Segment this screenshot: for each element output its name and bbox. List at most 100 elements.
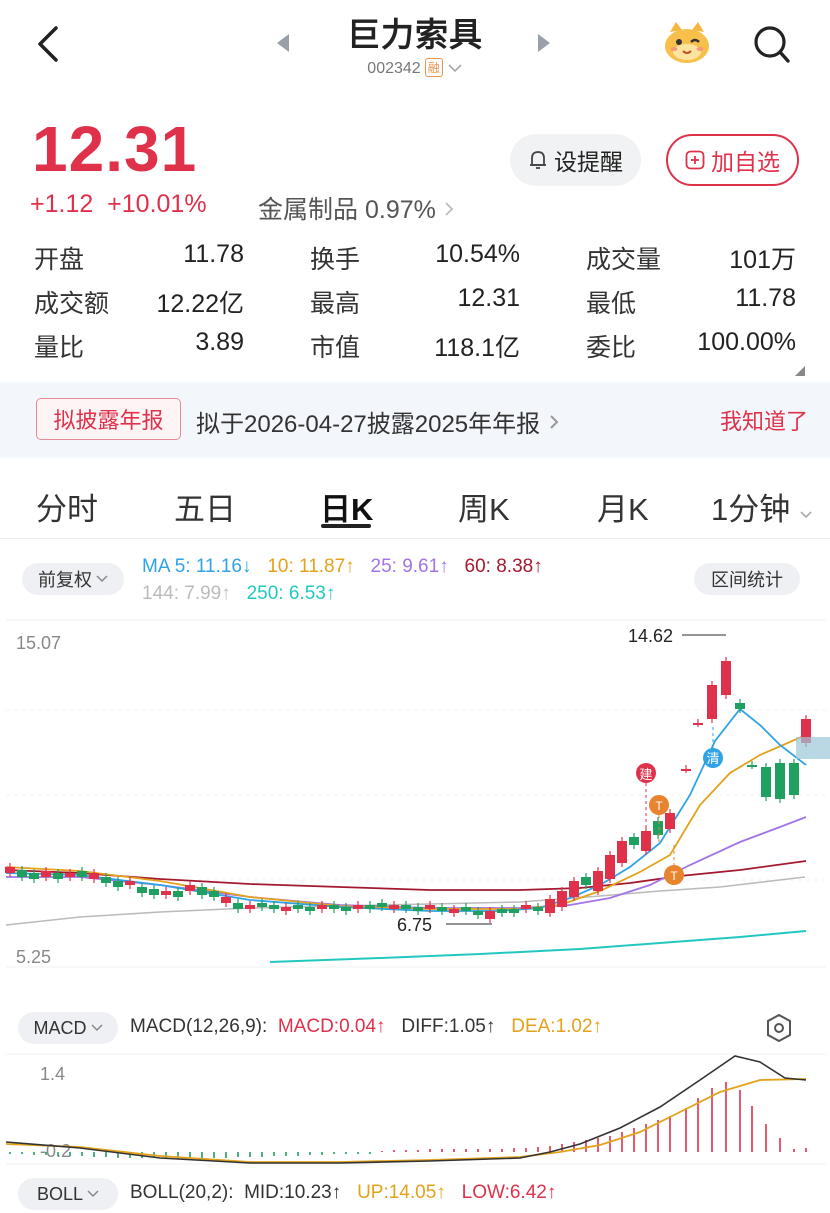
set-alert-label: 设提醒 (554, 149, 623, 175)
macd-legend: MACD(12,26,9): MACD:0.04↑ DIFF:1.05↑ DEA… (130, 1016, 603, 1037)
stats-row: 开盘 11.78 换手 10.54% 成交量 101万 (34, 236, 798, 280)
stat-value: 12.22亿 (156, 290, 244, 318)
stat-label: 成交额 (34, 290, 110, 318)
dea-value: DEA:1.02 (511, 1016, 593, 1037)
chevron-down-icon (448, 64, 462, 73)
build-marker-label: 建 (639, 767, 652, 782)
stats-row: 成交额 12.22亿 最高 12.31 最低 11.78 (34, 280, 798, 324)
ma10-value: 10: 11.87 (267, 556, 346, 577)
prev-stock-icon[interactable] (275, 32, 291, 54)
sector-percent: 0.97% (364, 196, 436, 224)
boll-up: UP:14.05 (357, 1182, 437, 1203)
boll-params: BOLL(20,2): (130, 1182, 234, 1203)
stat-value: 101万 (729, 246, 796, 274)
tab-weekly-k[interactable]: 周K (458, 492, 510, 527)
tab-daily-k[interactable]: 日K (320, 492, 374, 527)
t-marker[interactable] (649, 795, 669, 815)
diff-line (5, 1055, 807, 1164)
ma25-value: 25: 9.61 (370, 556, 440, 577)
stock-code-line[interactable]: 002342 融 (0, 58, 830, 78)
current-price-box (796, 737, 830, 759)
chevron-down-icon (800, 511, 812, 519)
stat-label: 换手 (310, 246, 361, 274)
tab-intraday[interactable]: 分时 (36, 492, 98, 527)
bell-icon (530, 151, 546, 169)
stat-label: 成交量 (586, 246, 662, 274)
stat-value: 118.1亿 (434, 334, 520, 362)
macd-y-top: 1.4 (40, 1064, 65, 1084)
stat-volume: 成交量 101万 (586, 240, 796, 276)
stat-label: 量比 (34, 334, 85, 362)
margin-tag: 融 (424, 58, 443, 77)
stat-turnover: 换手 10.54% (310, 240, 520, 276)
ma250-value: 250: 6.53 (246, 583, 326, 604)
settings-icon[interactable] (765, 1013, 793, 1043)
stats-row: 量比 3.89 市值 118.1亿 委比 100.00% (34, 324, 798, 368)
add-watchlist-label: 加自选 (711, 149, 780, 175)
notice-text[interactable]: 拟于2026-04-27披露2025年年报 (196, 404, 561, 439)
adjust-selector[interactable]: 前复权 (22, 563, 124, 595)
build-marker[interactable] (636, 763, 656, 783)
notice-dismiss-button[interactable]: 我知道了 (720, 409, 809, 434)
ma5-line (5, 707, 807, 912)
adjust-label: 前复权 (38, 570, 92, 590)
tab-monthly-k[interactable]: 月K (597, 492, 649, 527)
tab-minute[interactable]: 1分钟 (711, 484, 813, 529)
range-stats-button[interactable]: 区间统计 (694, 563, 800, 595)
search-icon[interactable] (752, 24, 792, 66)
boll-selector[interactable]: BOLL (18, 1178, 118, 1210)
ma-legend-row1: MA 5: 11.16↓ 10: 11.87↑ 25: 9.61↑ 60: 8.… (142, 556, 543, 577)
back-icon[interactable] (30, 22, 70, 66)
last-price: 12.31 (32, 113, 198, 185)
y-axis-min: 5.25 (16, 947, 51, 967)
set-alert-button[interactable]: 设提醒 (510, 134, 641, 186)
active-tab-indicator (321, 524, 371, 528)
stat-order-ratio: 委比 100.00% (586, 328, 796, 364)
chevron-right-icon (445, 202, 454, 216)
ma60-value: 60: 8.38 (464, 556, 534, 577)
macd-y-bottom: -0.2 (40, 1141, 71, 1161)
next-stock-icon[interactable] (536, 32, 552, 54)
macd-params: MACD(12,26,9): (130, 1016, 268, 1037)
t-marker-label: T (670, 869, 678, 883)
macd-histogram (9, 1082, 807, 1159)
plus-box-icon (685, 150, 705, 170)
macd-chart: 1.4 -0.2 (5, 1053, 826, 1165)
t-marker-label: T (655, 799, 663, 813)
change-percent: +10.01% (107, 190, 207, 218)
stock-code: 002342 (367, 60, 421, 77)
boll-low: LOW:6.42 (461, 1182, 547, 1203)
ma60-line (5, 860, 807, 891)
boll-mid: MID:10.23 (244, 1182, 332, 1203)
stat-label: 开盘 (34, 246, 85, 274)
y-axis-max: 15.07 (16, 633, 61, 653)
t-marker[interactable] (664, 865, 684, 885)
quote-stats: 开盘 11.78 换手 10.54% 成交量 101万 成交额 12.22亿 最高 12.… (34, 236, 798, 368)
chevron-down-icon (87, 1190, 99, 1198)
macd-selector[interactable]: MACD (18, 1012, 118, 1044)
tab-five-day[interactable]: 五日 (174, 492, 236, 527)
diff-value: DIFF:1.05 (401, 1016, 486, 1037)
notice-message: 拟于2026-04-27披露2025年年报 (196, 411, 541, 438)
ma250-line (269, 930, 807, 963)
stat-high: 最高 12.31 (310, 284, 520, 320)
stat-label: 最低 (586, 290, 637, 318)
stat-value: 12.31 (457, 284, 520, 312)
chevron-right-icon (550, 415, 559, 429)
tab-minute-label: 1分钟 (711, 492, 791, 527)
kline-chart[interactable]: 15.07 5.25 14.62 6.75 建 T T 清 (0, 615, 830, 975)
sector-link[interactable]: 金属制品 0.97% (258, 190, 455, 226)
stock-name: 巨力索具 (347, 16, 483, 53)
ma5-value: MA 5: 11.16 (142, 556, 242, 577)
add-watchlist-button[interactable]: 加自选 (666, 134, 799, 186)
chart-tabs: 分时 五日 日K 周K 月K 1分钟 (0, 478, 830, 530)
stat-label: 委比 (586, 334, 637, 362)
mascot-icon[interactable] (662, 18, 712, 66)
change-value: +1.12 (30, 190, 94, 218)
stat-low: 最低 11.78 (586, 284, 796, 320)
clear-marker[interactable] (703, 748, 723, 768)
low-price-label: 6.75 (397, 915, 432, 935)
expand-stats-icon[interactable] (795, 366, 805, 376)
candlesticks (5, 657, 811, 923)
stat-volume-ratio: 量比 3.89 (34, 328, 244, 364)
